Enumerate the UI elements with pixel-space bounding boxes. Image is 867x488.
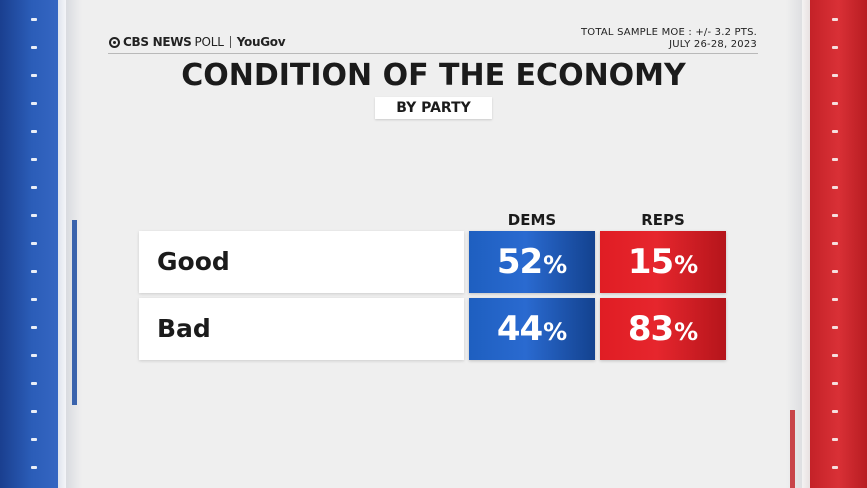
right-tick-mark	[832, 130, 838, 133]
right-accent-stripe	[790, 410, 795, 488]
left-tick-mark	[31, 158, 37, 161]
cell-bad-dems: 44%	[469, 298, 595, 360]
right-tick-mark	[832, 46, 838, 49]
left-tick-mark	[31, 466, 37, 469]
brand-poll: POLL	[194, 35, 224, 49]
right-tick-mark	[832, 438, 838, 441]
right-tick-mark	[832, 214, 838, 217]
moe-text: TOTAL SAMPLE MOE : +/- 3.2 PTS.	[580, 27, 757, 38]
unit-bad-dems: %	[543, 318, 568, 346]
right-tick-mark	[832, 298, 838, 301]
right-tick-mark	[832, 270, 838, 273]
value-bad-dems: 44	[496, 309, 543, 349]
right-tick-mark	[832, 354, 838, 357]
value-good-dems: 52	[496, 242, 543, 282]
chart-subtitle: BY PARTY	[375, 97, 492, 119]
right-tick-mark	[832, 410, 838, 413]
left-tick-mark	[31, 326, 37, 329]
row-label-bad: Bad	[157, 314, 211, 343]
brand-cbs-news: CBS NEWS	[123, 35, 192, 49]
right-tick-mark	[832, 326, 838, 329]
left-tick-mark	[31, 354, 37, 357]
row-bad: Bad	[139, 298, 464, 360]
left-blue-band	[0, 0, 58, 488]
right-tick-mark	[832, 102, 838, 105]
left-tick-mark	[31, 382, 37, 385]
chart-title: CONDITION OF THE ECONOMY	[181, 58, 686, 93]
row-label-good: Good	[157, 247, 230, 276]
brand-yougov: YouGov	[236, 35, 286, 49]
left-tick-mark	[31, 186, 37, 189]
brand-logo: CBS NEWS POLL YouGov	[109, 33, 286, 51]
left-tick-mark	[31, 214, 37, 217]
row-good: Good	[139, 231, 464, 293]
right-tick-mark	[832, 158, 838, 161]
right-tick-mark	[832, 74, 838, 77]
right-tick-mark	[832, 382, 838, 385]
brand-separator	[229, 36, 231, 48]
unit-good-dems: %	[543, 251, 568, 279]
right-tick-mark	[832, 18, 838, 21]
unit-good-reps: %	[674, 251, 699, 279]
right-tick-mark	[832, 242, 838, 245]
left-tick-mark	[31, 130, 37, 133]
poll-dates: JULY 26-28, 2023	[669, 39, 757, 50]
left-tick-mark	[31, 410, 37, 413]
left-tick-mark	[31, 298, 37, 301]
left-band-edge	[58, 0, 66, 488]
unit-bad-reps: %	[674, 318, 699, 346]
right-tick-mark	[832, 466, 838, 469]
value-good-reps: 15	[627, 242, 674, 282]
left-tick-mark	[31, 46, 37, 49]
left-tick-mark	[31, 18, 37, 21]
sample-info: TOTAL SAMPLE MOE : +/- 3.2 PTS. JULY 26-…	[581, 27, 757, 51]
header-divider	[108, 53, 758, 54]
value-bad-reps: 83	[627, 309, 674, 349]
column-header-dems: DEMS	[507, 211, 557, 229]
right-red-band	[810, 0, 867, 488]
left-tick-mark	[31, 74, 37, 77]
cbs-eye-icon	[109, 36, 120, 48]
right-band-edge	[802, 0, 810, 488]
right-tick-mark	[832, 186, 838, 189]
left-tick-mark	[31, 438, 37, 441]
left-accent-stripe	[72, 220, 77, 405]
column-header-reps: REPS	[641, 211, 685, 229]
cell-good-dems: 52%	[469, 231, 595, 293]
left-tick-mark	[31, 270, 37, 273]
cell-good-reps: 15%	[600, 231, 726, 293]
cell-bad-reps: 83%	[600, 298, 726, 360]
left-tick-mark	[31, 102, 37, 105]
left-tick-mark	[31, 242, 37, 245]
right-band-shadow	[786, 0, 802, 488]
